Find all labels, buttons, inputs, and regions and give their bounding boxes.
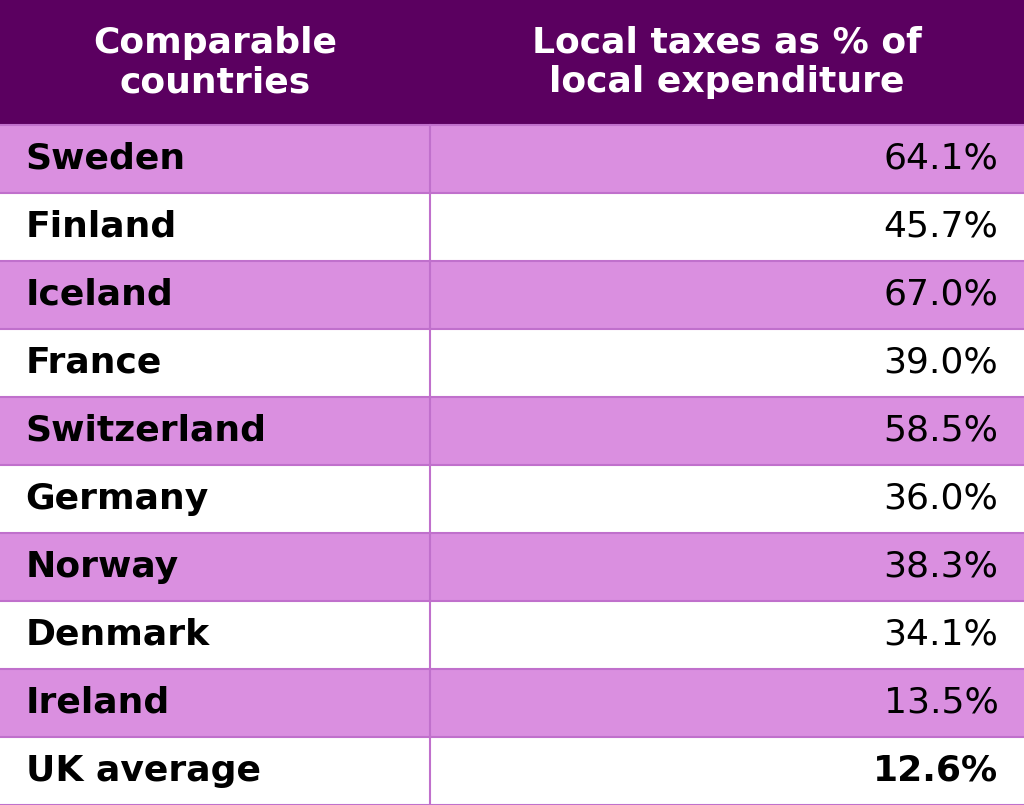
Bar	[0, 192, 1024, 261]
Text: Switzerland: Switzerland	[26, 414, 266, 448]
Text: Norway: Norway	[26, 550, 179, 584]
Text: Ireland: Ireland	[26, 686, 170, 720]
Bar	[0, 533, 1024, 601]
Text: Comparable
countries: Comparable countries	[93, 26, 337, 99]
Text: 38.3%: 38.3%	[884, 550, 998, 584]
Bar	[0, 125, 1024, 192]
Text: 36.0%: 36.0%	[884, 482, 998, 516]
Bar	[0, 669, 1024, 737]
Text: 64.1%: 64.1%	[884, 142, 998, 175]
Text: 58.5%: 58.5%	[884, 414, 998, 448]
Text: UK average: UK average	[26, 754, 260, 788]
Text: 12.6%: 12.6%	[873, 754, 998, 788]
Bar	[0, 328, 1024, 397]
Text: 45.7%: 45.7%	[884, 210, 998, 244]
Bar	[0, 464, 1024, 533]
Text: Sweden: Sweden	[26, 142, 185, 175]
Text: 13.5%: 13.5%	[884, 686, 998, 720]
Text: 67.0%: 67.0%	[884, 278, 998, 312]
Text: Finland: Finland	[26, 210, 177, 244]
Text: Local taxes as % of
local expenditure: Local taxes as % of local expenditure	[532, 26, 922, 99]
Bar	[0, 737, 1024, 805]
Text: France: France	[26, 346, 162, 380]
Text: 34.1%: 34.1%	[884, 618, 998, 652]
Bar	[0, 397, 1024, 465]
Text: Iceland: Iceland	[26, 278, 173, 312]
Bar	[0, 261, 1024, 329]
Bar	[0, 0, 1024, 125]
Text: 39.0%: 39.0%	[884, 346, 998, 380]
Text: Denmark: Denmark	[26, 618, 210, 652]
Text: Germany: Germany	[26, 482, 209, 516]
Bar	[0, 601, 1024, 669]
